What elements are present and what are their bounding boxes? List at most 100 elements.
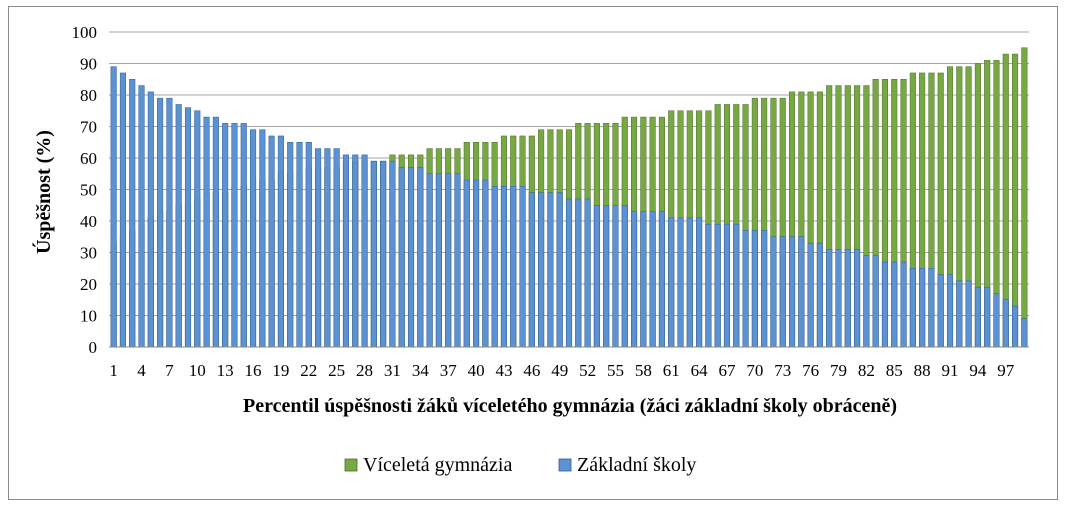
bar-zakladni	[426, 173, 433, 348]
bar-zakladni	[1012, 305, 1019, 348]
bar-zakladni	[370, 160, 377, 348]
y-tick-label: 30	[80, 244, 97, 263]
x-tick-label: 43	[495, 361, 512, 380]
bar-zakladni	[380, 160, 387, 348]
bar-zakladni	[324, 148, 331, 348]
bar-zakladni	[919, 268, 926, 348]
bar-zakladni	[807, 242, 814, 348]
bar-zakladni	[612, 205, 619, 348]
bar-zakladni	[565, 198, 573, 348]
bar-zakladni	[454, 173, 461, 348]
legend: Víceletá gymnázia Základní školy	[344, 454, 696, 476]
x-tick-label: 91	[942, 361, 959, 380]
bar-zakladni	[305, 142, 312, 348]
bar-zakladni	[984, 286, 991, 348]
bar-zakladni	[788, 236, 796, 348]
bar-zakladni	[761, 230, 768, 348]
bar-zakladni	[844, 249, 851, 348]
bar-zakladni	[445, 173, 452, 348]
y-tick-label: 40	[80, 212, 97, 231]
bar-zakladni	[296, 142, 303, 348]
bar-zakladni	[751, 230, 758, 348]
legend-label-gymnazia: Víceletá gymnázia	[363, 454, 512, 476]
bar-zakladni	[342, 154, 350, 348]
bar-zakladni	[203, 116, 210, 348]
bar-zakladni	[250, 129, 257, 348]
y-axis-title: Úspěšnost (%)	[31, 130, 55, 254]
bar-zakladni	[184, 107, 192, 348]
bar-zakladni	[946, 274, 954, 348]
bar-zakladni	[640, 211, 647, 348]
y-tick-label: 50	[80, 181, 97, 200]
bar-zakladni	[528, 192, 535, 348]
bar-zakladni	[798, 236, 805, 348]
bar-zakladni	[222, 123, 229, 348]
bar-zakladni	[556, 192, 563, 348]
x-tick-label: 22	[300, 361, 317, 380]
bar-zakladni	[937, 274, 944, 348]
bar-zakladni	[389, 160, 396, 348]
bar-zakladni	[538, 192, 545, 348]
bar-zakladni	[500, 186, 507, 348]
x-tick-label: 25	[328, 361, 345, 380]
bar-zakladni	[463, 179, 470, 348]
bar-zakladni	[891, 261, 898, 348]
bar-zakladni	[649, 211, 656, 348]
x-tick-label: 34	[412, 361, 430, 380]
x-tick-label: 31	[384, 361, 401, 380]
bar-zakladni	[240, 123, 247, 348]
bar-zakladni	[315, 148, 322, 348]
bar-zakladni	[417, 167, 424, 348]
x-tick-label: 97	[997, 361, 1015, 380]
bar-zakladni	[259, 129, 266, 348]
bar-zakladni	[956, 280, 963, 348]
x-tick-label: 73	[774, 361, 791, 380]
bar-zakladni	[705, 223, 712, 348]
bar-zakladni	[138, 85, 145, 348]
bar-zakladni	[779, 236, 786, 348]
x-tick-label: 82	[858, 361, 875, 380]
x-tick-label: 79	[830, 361, 847, 380]
y-tick-label: 100	[72, 23, 98, 42]
bar-gymnazia	[1012, 53, 1019, 348]
bar-zakladni	[547, 192, 554, 348]
x-tick-label: 46	[523, 361, 540, 380]
y-tick-label: 70	[80, 118, 97, 137]
bar-zakladni	[268, 135, 275, 348]
x-tick-label: 37	[440, 361, 458, 380]
bar-zakladni	[621, 205, 628, 348]
bar-zakladni	[510, 186, 517, 348]
x-tick-label: 94	[969, 361, 987, 380]
x-tick-label: 4	[137, 361, 146, 380]
bar-zakladni	[723, 223, 731, 348]
y-tick-label: 20	[80, 275, 97, 294]
x-tick-label: 85	[886, 361, 903, 380]
bar-zakladni	[658, 211, 665, 348]
bar-zakladni	[631, 211, 638, 348]
bar-zakladni	[733, 223, 740, 348]
x-tick-label: 61	[663, 361, 680, 380]
bar-zakladni	[110, 66, 117, 348]
x-tick-label: 13	[217, 361, 234, 380]
bar-zakladni	[714, 223, 721, 348]
bar-zakladni	[157, 97, 164, 348]
bar-zakladni	[854, 249, 861, 348]
bar-zakladni	[194, 110, 201, 348]
bar-zakladni	[482, 179, 489, 348]
x-tick-label: 40	[468, 361, 485, 380]
bar-gymnazia	[1021, 47, 1028, 348]
x-tick-label: 16	[245, 361, 262, 380]
bar-zakladni	[175, 104, 182, 348]
bar-zakladni	[1021, 318, 1028, 348]
bar-zakladni	[1002, 299, 1009, 348]
bar-zakladni	[398, 167, 405, 348]
bar-zakladni	[593, 205, 600, 348]
bar-zakladni	[212, 116, 219, 348]
bar-zakladni	[816, 242, 823, 348]
bar-zakladni	[584, 198, 591, 348]
x-tick-label: 49	[551, 361, 568, 380]
bar-zakladni	[872, 255, 879, 348]
axes: 0 10 20 30 40 50 60 70 80 90 100 1 4 7 10 13 16 19 22 25 28 3…	[72, 23, 1029, 380]
bar-zakladni	[333, 148, 340, 348]
bar-zakladni	[361, 154, 368, 348]
